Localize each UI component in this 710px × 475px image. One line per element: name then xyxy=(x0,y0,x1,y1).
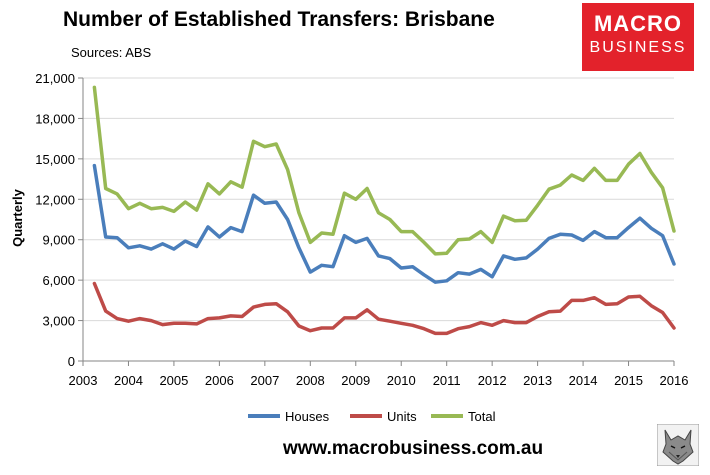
x-tick-label: 2014 xyxy=(569,373,598,388)
legend-label-houses: Houses xyxy=(285,409,330,424)
legend: Houses Units Total xyxy=(248,409,496,424)
x-tick-label: 2011 xyxy=(433,373,461,388)
y-tick-label: 3,000 xyxy=(42,314,75,329)
y-tick-label: 9,000 xyxy=(42,233,75,248)
legend-label-units: Units xyxy=(387,409,417,424)
page-title: Number of Established Transfers: Brisban… xyxy=(63,8,495,31)
line-chart: 0 3,000 6,000 9,000 12,000 15,000 18,000 21,000… xyxy=(10,71,689,424)
x-tick-label: 2006 xyxy=(205,373,234,388)
y-tick-label: 18,000 xyxy=(35,111,75,126)
y-tick-label: 6,000 xyxy=(42,273,75,288)
x-tick-label: 2016 xyxy=(660,373,689,388)
y-tick-label: 12,000 xyxy=(35,192,75,207)
gridlines xyxy=(83,77,674,322)
logo-line-1: MACRO xyxy=(593,11,683,36)
macrobusiness-logo[interactable]: MACRO BUSINESS xyxy=(582,3,694,71)
x-tick-label: 2013 xyxy=(523,373,552,388)
series-line-total xyxy=(92,85,676,256)
x-tick-label: 2010 xyxy=(387,373,416,388)
x-tick-labels: 2003 2004 2005 2006 2007 2008 2009 2010 2011 2012… xyxy=(69,373,689,388)
x-tick-label: 2009 xyxy=(341,373,370,388)
y-tick-label: 15,000 xyxy=(35,152,75,167)
logo-line-2: BUSINESS xyxy=(589,39,687,56)
x-tick-label: 2004 xyxy=(114,373,143,388)
y-axis-label: Quarterly xyxy=(10,188,25,247)
x-tick-label: 2003 xyxy=(69,373,98,388)
series-lines xyxy=(92,85,676,336)
series-line-houses xyxy=(92,163,676,284)
legend-label-total: Total xyxy=(468,409,496,424)
series-line-units xyxy=(92,281,676,336)
y-tick-label: 21,000 xyxy=(35,71,75,86)
axes xyxy=(78,77,675,366)
wolf-logo-icon xyxy=(657,424,699,466)
site-url[interactable]: www.macrobusiness.com.au xyxy=(283,438,544,459)
y-tick-label: 0 xyxy=(68,354,75,369)
x-tick-label: 2008 xyxy=(296,373,325,388)
y-tick-labels: 0 3,000 6,000 9,000 12,000 15,000 18,000 21,000 xyxy=(35,71,75,369)
x-tick-label: 2005 xyxy=(159,373,188,388)
sources-note: Sources: ABS xyxy=(71,45,152,60)
x-tick-label: 2015 xyxy=(614,373,643,388)
x-tick-label: 2012 xyxy=(478,373,507,388)
x-tick-label: 2007 xyxy=(250,373,279,388)
